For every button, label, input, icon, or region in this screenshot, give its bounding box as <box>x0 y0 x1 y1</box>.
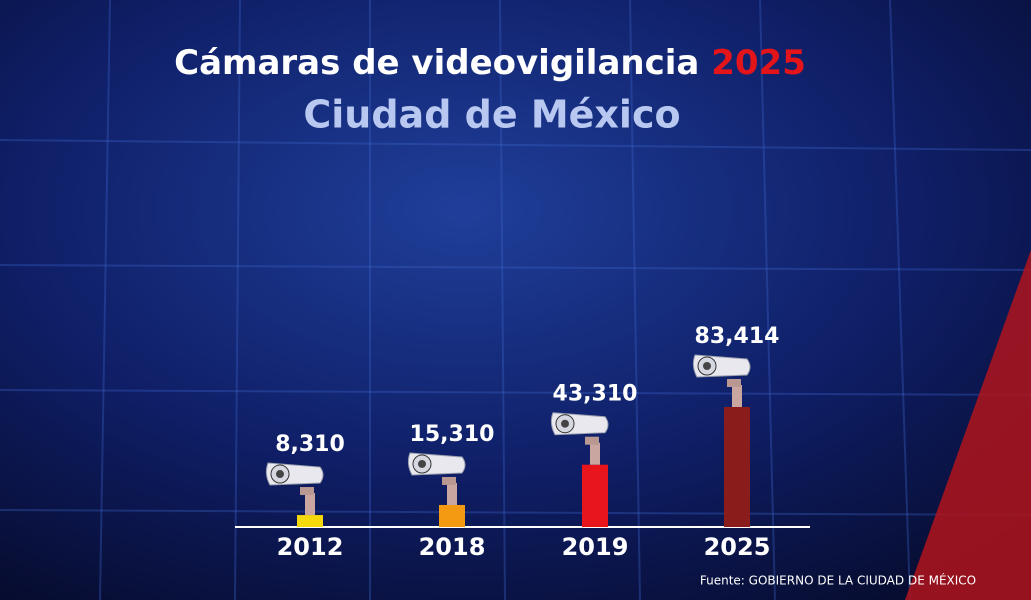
bar <box>439 504 465 527</box>
x-tick-label: 2019 <box>562 533 629 561</box>
camera-icon <box>692 354 751 407</box>
title-main: Cámaras de videovigilancia <box>174 43 699 83</box>
camera-arm <box>442 476 456 485</box>
camera-lens-core <box>276 470 284 479</box>
title-highlight: 2025 <box>711 43 806 83</box>
camera-icon <box>550 412 609 465</box>
bar <box>297 515 323 527</box>
camera-mount <box>305 493 315 516</box>
value-label: 83,414 <box>695 324 780 349</box>
camera-mount <box>590 442 600 465</box>
bar <box>582 464 608 527</box>
camera-mount <box>732 385 742 407</box>
camera-lens-core <box>703 362 711 370</box>
chart-subtitle: Ciudad de México <box>303 93 680 137</box>
source-note: Fuente: GOBIERNO DE LA CIUDAD DE MÉXICO <box>700 573 976 588</box>
x-tick-label: 2012 <box>277 533 344 561</box>
camera-icon <box>407 452 466 505</box>
camera-lens-core <box>561 419 569 428</box>
value-label: 43,310 <box>553 382 638 407</box>
value-label: 15,310 <box>410 422 495 447</box>
camera-arm <box>585 436 599 445</box>
x-tick-label: 2018 <box>419 533 486 561</box>
x-tick-label: 2025 <box>704 533 771 561</box>
camera-icon <box>265 462 324 516</box>
decor-wedge <box>905 250 1031 600</box>
camera-mount <box>447 482 457 505</box>
value-label: 8,310 <box>275 432 345 457</box>
bar <box>724 407 750 527</box>
camera-arm <box>300 487 314 496</box>
camera-arm <box>727 379 741 387</box>
chart-title: Cámaras de videovigilancia 2025 <box>174 43 806 83</box>
camera-lens-core <box>418 459 426 468</box>
